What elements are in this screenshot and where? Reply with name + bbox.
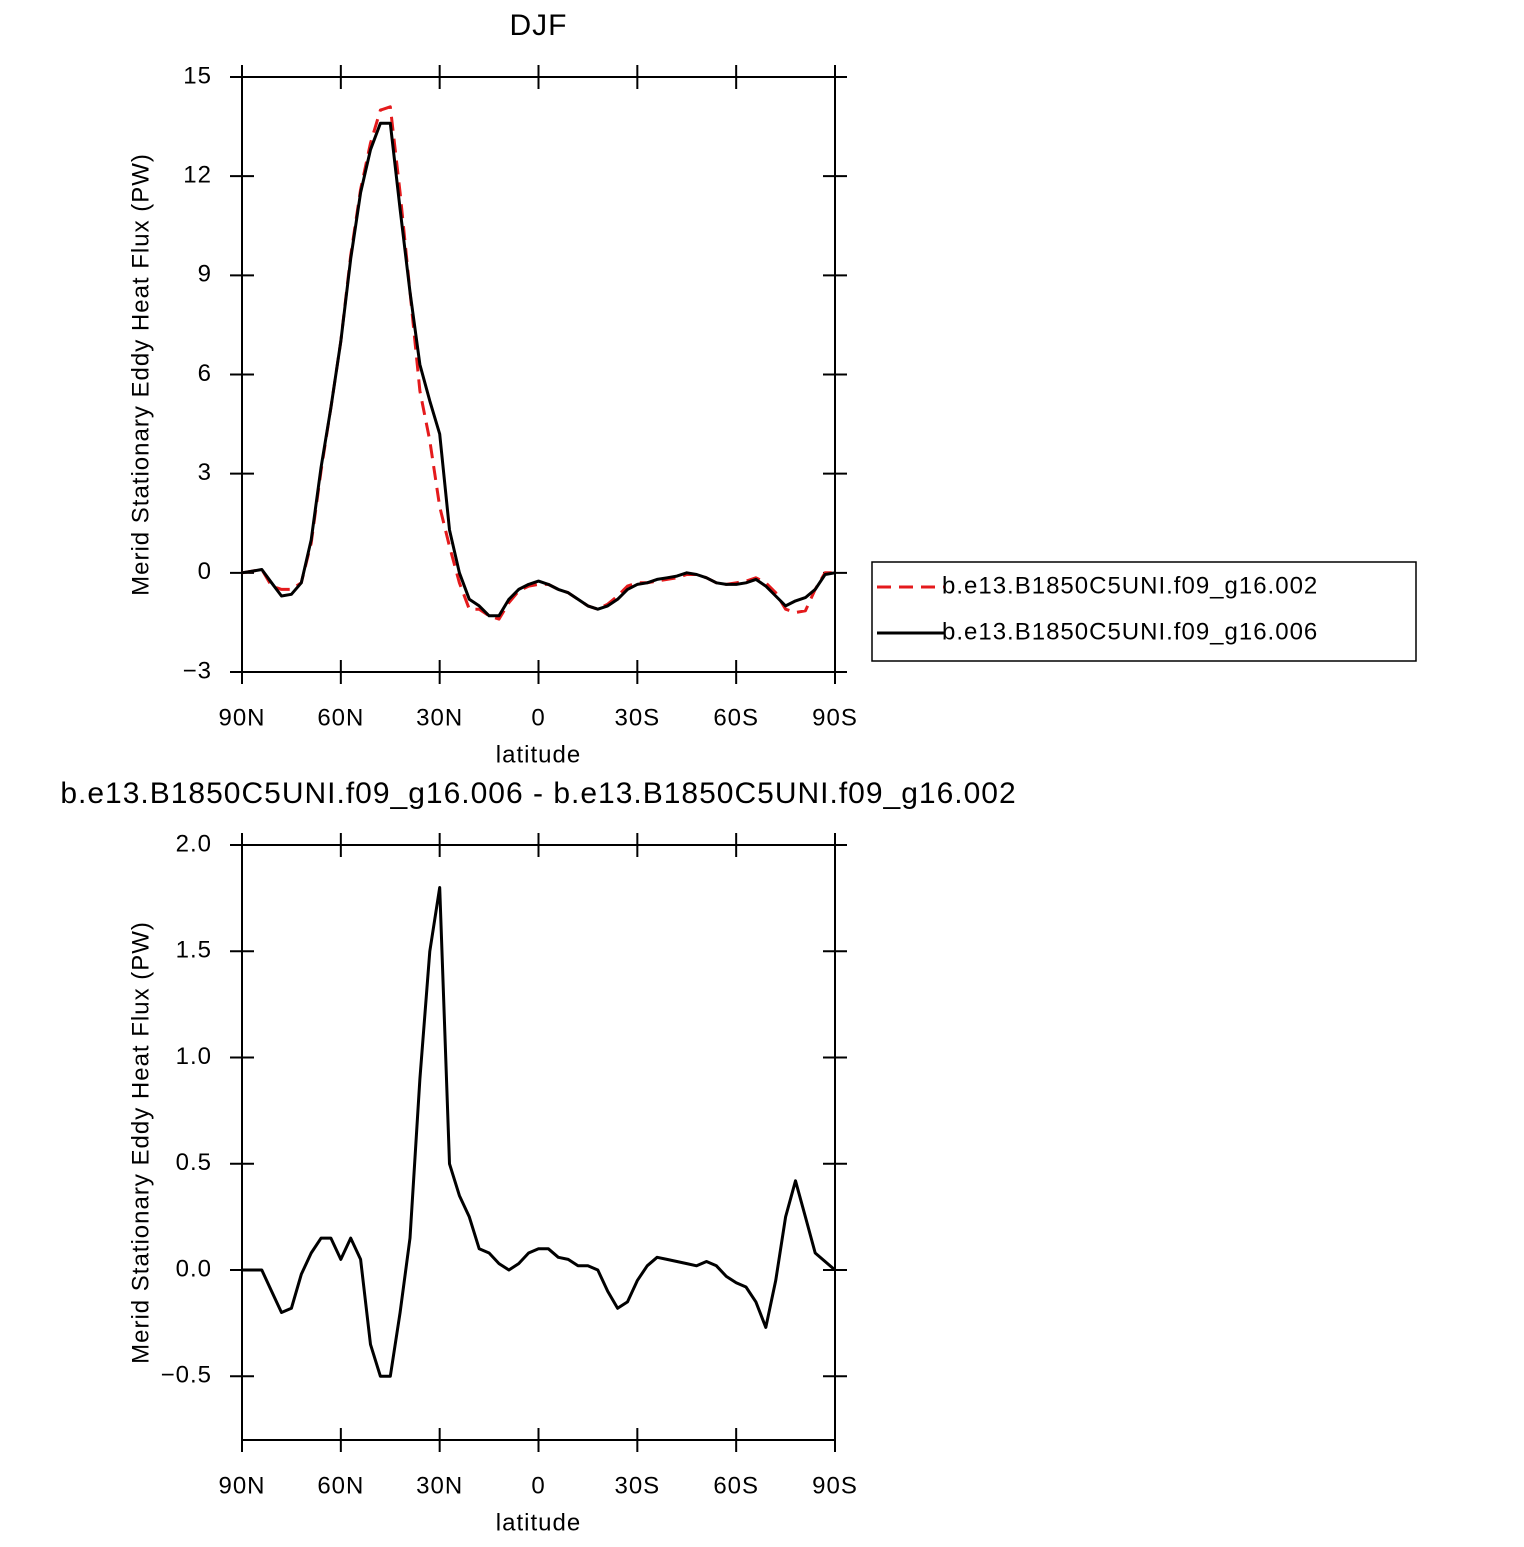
y-tick-label: −3	[183, 657, 212, 684]
y-tick-label: 0.0	[176, 1255, 212, 1282]
x-tick-label: 90S	[812, 1472, 858, 1499]
y-tick-label: 15	[183, 62, 212, 89]
x-tick-label: 60S	[713, 1472, 759, 1499]
x-tick-label: 60N	[317, 704, 364, 731]
y-tick-label: 0.5	[176, 1149, 212, 1176]
y-tick-label: 3	[198, 459, 212, 486]
legend-label: b.e13.B1850C5UNI.f09_g16.006	[942, 618, 1318, 645]
legend-box	[871, 561, 1417, 662]
y-tick-label: 0	[198, 558, 212, 585]
data-line	[241, 121, 836, 618]
y-axis-label: Merid Stationary Eddy Heat Flux (PW)	[127, 921, 154, 1364]
y-tick-label: 1.0	[176, 1043, 212, 1070]
x-tick-label: 0	[531, 1472, 545, 1499]
data-line	[241, 105, 835, 621]
x-tick-label: 60N	[317, 1472, 364, 1499]
x-tick-label: 90S	[812, 704, 858, 731]
x-axis-label: latitude	[496, 741, 581, 768]
x-axis-label: latitude	[496, 1509, 581, 1536]
chart-title: b.e13.B1850C5UNI.f09_g16.006 - b.e13.B18…	[60, 777, 1016, 810]
y-tick-label: 2.0	[176, 830, 212, 857]
x-tick-label: 30N	[416, 704, 463, 731]
x-tick-label: 90N	[218, 704, 265, 731]
chart-title: DJF	[510, 9, 568, 42]
plot-frame	[241, 844, 836, 1441]
y-tick-label: 1.5	[176, 937, 212, 964]
x-tick-label: 90N	[218, 1472, 265, 1499]
x-tick-label: 0	[531, 704, 545, 731]
data-line	[242, 886, 836, 1378]
y-tick-label: 12	[183, 162, 212, 189]
x-tick-label: 60S	[713, 704, 759, 731]
y-tick-label: −0.5	[161, 1362, 212, 1389]
y-tick-label: 6	[198, 360, 212, 387]
x-tick-label: 30N	[416, 1472, 463, 1499]
y-axis-label: Merid Stationary Eddy Heat Flux (PW)	[127, 153, 154, 596]
legend-label: b.e13.B1850C5UNI.f09_g16.002	[942, 572, 1318, 599]
x-tick-label: 30S	[614, 704, 660, 731]
x-tick-label: 30S	[614, 1472, 660, 1499]
y-tick-label: 9	[198, 261, 212, 288]
